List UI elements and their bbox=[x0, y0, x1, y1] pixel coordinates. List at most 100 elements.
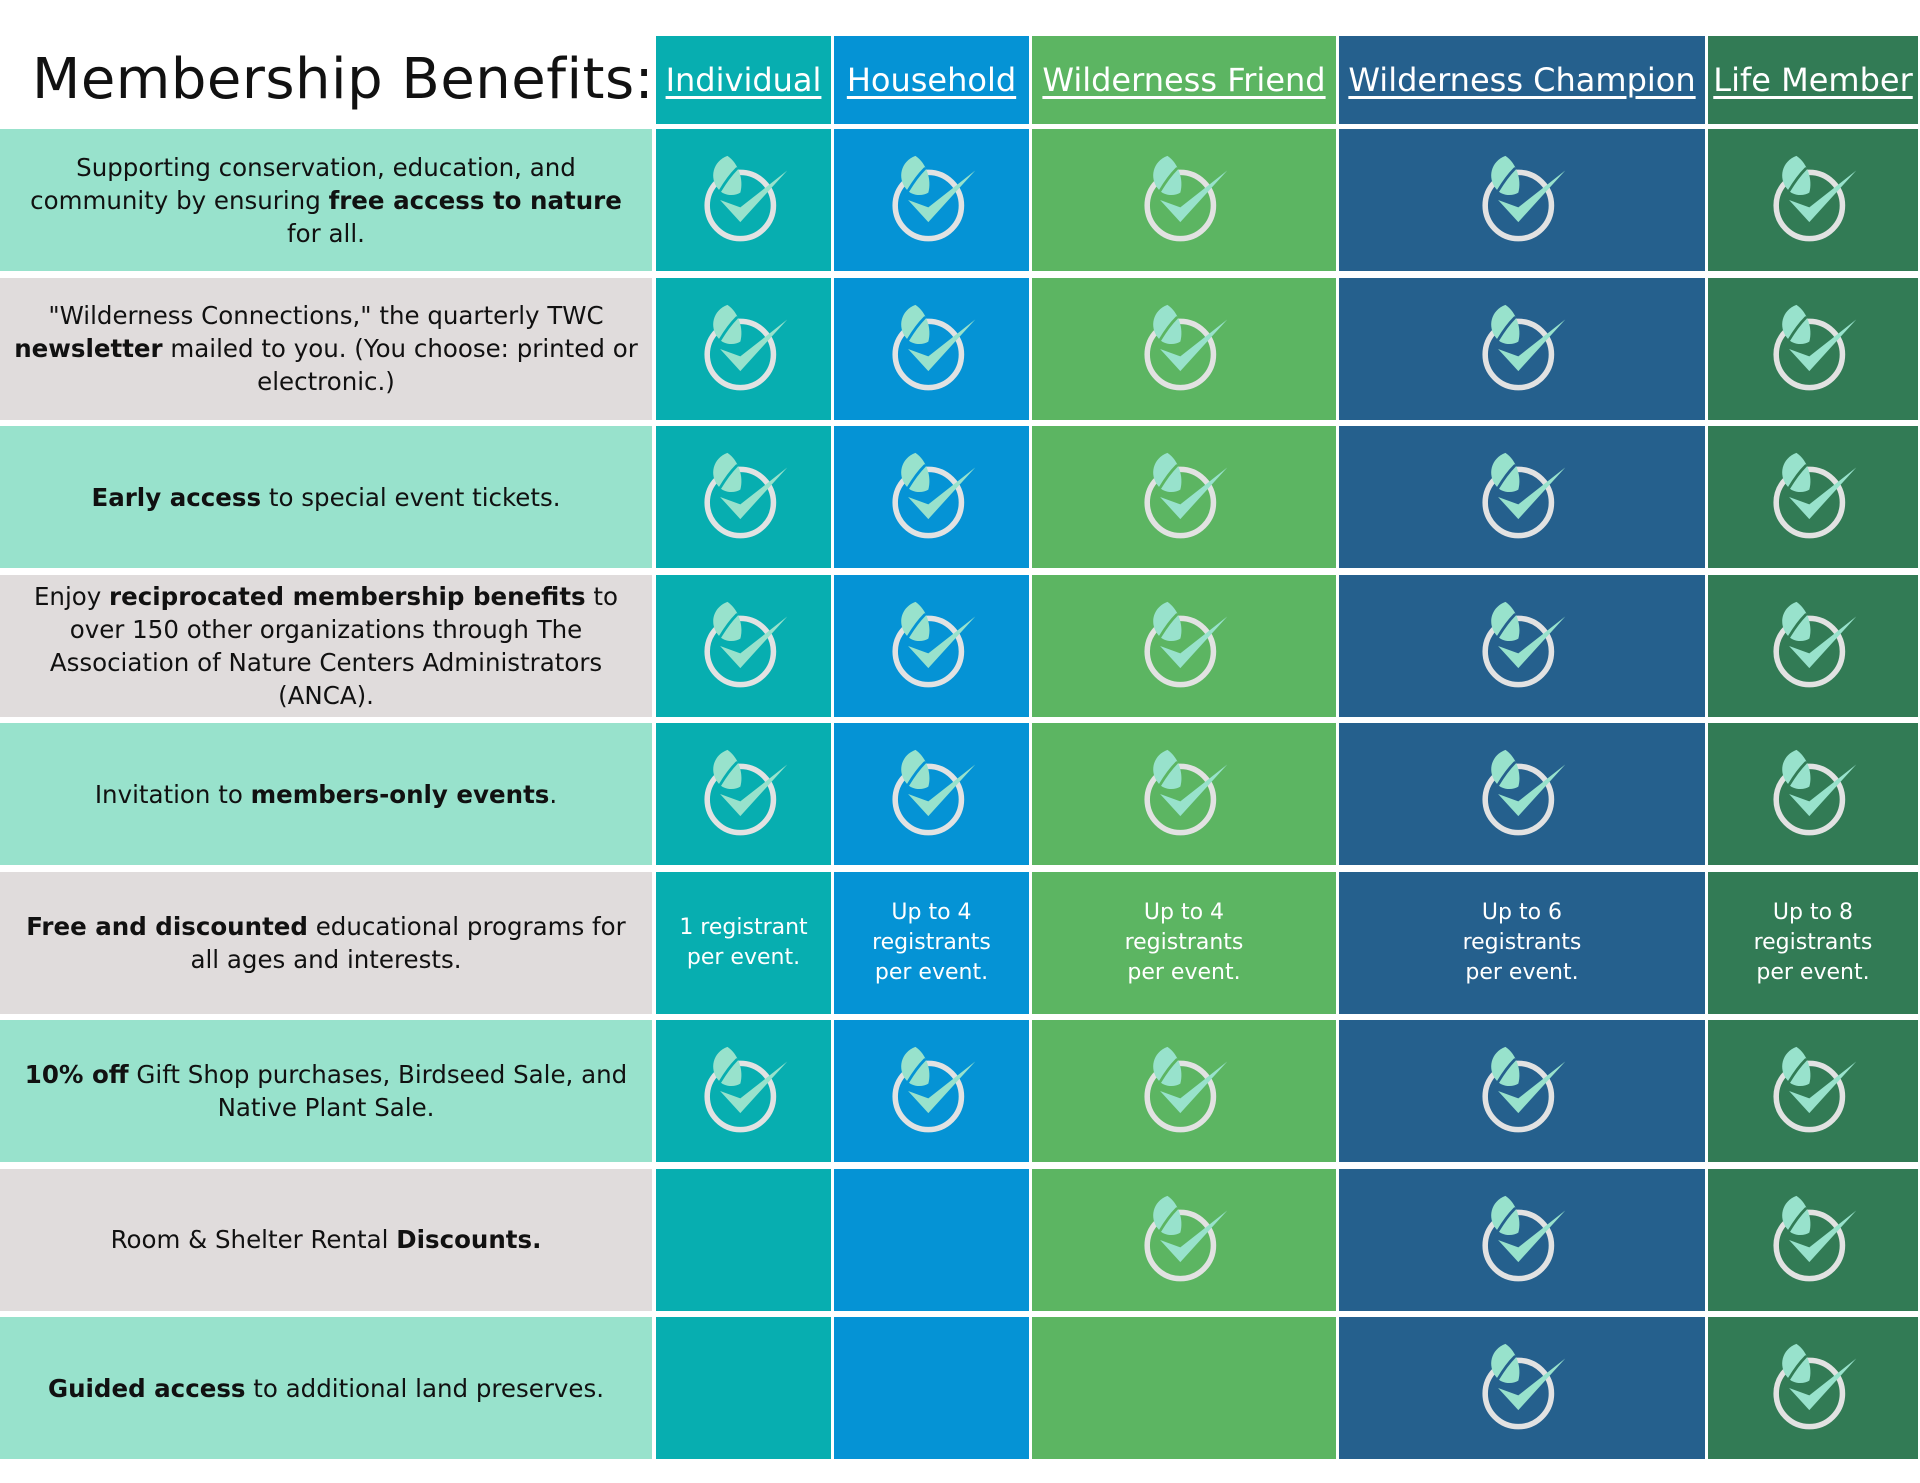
leaf-check-circle-icon bbox=[1476, 1045, 1568, 1137]
benefit-text: Supporting conservation, education, and … bbox=[14, 151, 638, 250]
header-wilderness-champion-link[interactable]: Wilderness Champion bbox=[1339, 36, 1705, 124]
leaf-check-circle-icon bbox=[1476, 1342, 1568, 1434]
benefit-cell-check bbox=[1708, 1020, 1918, 1162]
leaf-check-circle-icon bbox=[1138, 600, 1230, 692]
leaf-check-circle-icon bbox=[1138, 303, 1230, 395]
registrant-limit-line: Up to 6 bbox=[1481, 899, 1563, 925]
header-wilderness-friend-link[interactable]: Wilderness Friend bbox=[1032, 36, 1336, 124]
leaf-check-circle-icon bbox=[1138, 451, 1230, 543]
header-individual-link[interactable]: Individual bbox=[656, 36, 831, 124]
leaf-check-circle-icon bbox=[886, 748, 978, 840]
benefit-cell-check bbox=[834, 574, 1029, 717]
benefit-label: Free and discounted educational programs… bbox=[0, 871, 652, 1014]
benefit-text-segment: educational programs for all ages and in… bbox=[190, 911, 626, 974]
benefit-cell-empty bbox=[834, 1317, 1029, 1459]
leaf-check-circle-icon bbox=[886, 303, 978, 395]
leaf-check-circle-icon bbox=[1138, 1045, 1230, 1137]
benefit-cell-check bbox=[656, 574, 831, 717]
registrant-limit-line: per event. bbox=[1756, 959, 1870, 985]
leaf-check-circle-icon bbox=[698, 600, 790, 692]
registrant-limit-line: per event. bbox=[686, 944, 801, 970]
leaf-check-circle-icon bbox=[1767, 451, 1859, 543]
benefit-text-segment: Enjoy bbox=[33, 581, 110, 611]
benefit-cell-check bbox=[656, 129, 831, 271]
benefit-cell-check bbox=[834, 129, 1029, 271]
leaf-check-circle-icon bbox=[1767, 748, 1859, 840]
benefit-text-bold: newsletter bbox=[14, 334, 163, 363]
leaf-check-circle-icon bbox=[698, 1045, 790, 1137]
benefit-cell-check bbox=[1032, 277, 1336, 420]
benefit-cell-check bbox=[1032, 723, 1336, 865]
benefit-cell-check bbox=[834, 426, 1029, 568]
benefit-cell-check bbox=[834, 277, 1029, 420]
benefit-cell-check bbox=[1032, 1168, 1336, 1311]
header-life-member-link[interactable]: Life Member bbox=[1708, 36, 1918, 124]
benefit-text-segment: for all. bbox=[287, 218, 365, 248]
benefit-label: 10% off Gift Shop purchases, Birdseed Sa… bbox=[0, 1020, 652, 1162]
leaf-check-circle-icon bbox=[1767, 1045, 1859, 1137]
registrant-limit: Up to 4 registrants per event. bbox=[872, 898, 991, 988]
benefit-text: Guided access to additional land preserv… bbox=[48, 1372, 604, 1405]
benefit-label: Supporting conservation, education, and … bbox=[0, 129, 652, 271]
leaf-check-circle-icon bbox=[698, 451, 790, 543]
registrant-limit: Up to 6 registrants per event. bbox=[1463, 898, 1582, 988]
benefit-cell-check bbox=[834, 723, 1029, 865]
benefit-text-bold: free access to nature bbox=[328, 185, 622, 215]
benefit-cell-check bbox=[656, 426, 831, 568]
benefit-label: Enjoy reciprocated membership benefits t… bbox=[0, 574, 652, 717]
benefit-cell-check bbox=[1708, 129, 1918, 271]
benefit-cell-check bbox=[1708, 574, 1918, 717]
benefit-text-bold: members-only events bbox=[250, 779, 550, 809]
benefit-text: Invitation to members-only events. bbox=[95, 778, 557, 811]
benefit-cell-empty bbox=[656, 1168, 831, 1311]
benefit-cell-text: 1 registrant per event. bbox=[656, 871, 831, 1014]
benefit-cell-check bbox=[1339, 129, 1705, 271]
registrant-limit-line: per event. bbox=[1465, 959, 1579, 985]
leaf-check-circle-icon bbox=[1476, 303, 1568, 395]
leaf-check-circle-icon bbox=[1767, 303, 1859, 395]
leaf-check-circle-icon bbox=[886, 600, 978, 692]
benefit-text: 10% off Gift Shop purchases, Birdseed Sa… bbox=[14, 1058, 638, 1124]
leaf-check-circle-icon bbox=[698, 748, 790, 840]
benefit-text-bold: Free and discounted bbox=[26, 911, 308, 941]
registrant-limit-line: registrants bbox=[1124, 929, 1244, 955]
registrant-limit-line: registrants bbox=[1753, 929, 1873, 955]
benefit-text-segment: "Wilderness Connections," the quarterly … bbox=[48, 301, 604, 330]
header-household-link[interactable]: Household bbox=[834, 36, 1029, 124]
benefit-cell-check bbox=[1339, 723, 1705, 865]
benefit-cell-text: Up to 8 registrants per event. bbox=[1708, 871, 1918, 1014]
benefit-cell-check bbox=[656, 277, 831, 420]
benefit-text-bold: Discounts. bbox=[396, 1225, 542, 1254]
benefit-text-bold: Guided access bbox=[47, 1373, 246, 1403]
benefit-cell-check bbox=[1339, 1317, 1705, 1459]
benefit-label: Invitation to members-only events. bbox=[0, 723, 652, 865]
benefit-cell-check bbox=[1032, 574, 1336, 717]
leaf-check-circle-icon bbox=[1476, 154, 1568, 246]
registrant-limit-line: registrants bbox=[1462, 929, 1582, 955]
benefit-cell-check bbox=[1032, 1020, 1336, 1162]
benefit-cell-text: Up to 6 registrants per event. bbox=[1339, 871, 1705, 1014]
leaf-check-circle-icon bbox=[1138, 154, 1230, 246]
registrant-limit-line: per event. bbox=[874, 959, 989, 985]
benefit-text: Free and discounted educational programs… bbox=[14, 910, 638, 976]
benefit-cell-check bbox=[1708, 277, 1918, 420]
benefit-text: Early access to special event tickets. bbox=[91, 481, 560, 514]
benefit-cell-check bbox=[656, 723, 831, 865]
benefit-cell-empty bbox=[1032, 1317, 1336, 1459]
benefit-cell-check bbox=[1339, 574, 1705, 717]
page-title: Membership Benefits: bbox=[32, 47, 655, 112]
benefit-text-segment: mailed to you. (You choose: printed or e… bbox=[162, 334, 638, 396]
benefit-cell-text: Up to 4 registrants per event. bbox=[834, 871, 1029, 1014]
registrant-limit-line: Up to 4 bbox=[891, 899, 972, 925]
leaf-check-circle-icon bbox=[1138, 1194, 1230, 1286]
benefit-cell-check bbox=[1339, 277, 1705, 420]
leaf-check-circle-icon bbox=[886, 1045, 978, 1137]
benefit-label: Early access to special event tickets. bbox=[0, 426, 652, 568]
benefit-cell-empty bbox=[656, 1317, 831, 1459]
benefit-cell-text: Up to 4 registrants per event. bbox=[1032, 871, 1336, 1014]
benefit-cell-check bbox=[1708, 1317, 1918, 1459]
leaf-check-circle-icon bbox=[1476, 748, 1568, 840]
registrant-limit: Up to 8 registrants per event. bbox=[1754, 898, 1873, 988]
benefit-text-bold: reciprocated membership benefits bbox=[109, 581, 586, 611]
benefit-label: Guided access to additional land preserv… bbox=[0, 1317, 652, 1459]
